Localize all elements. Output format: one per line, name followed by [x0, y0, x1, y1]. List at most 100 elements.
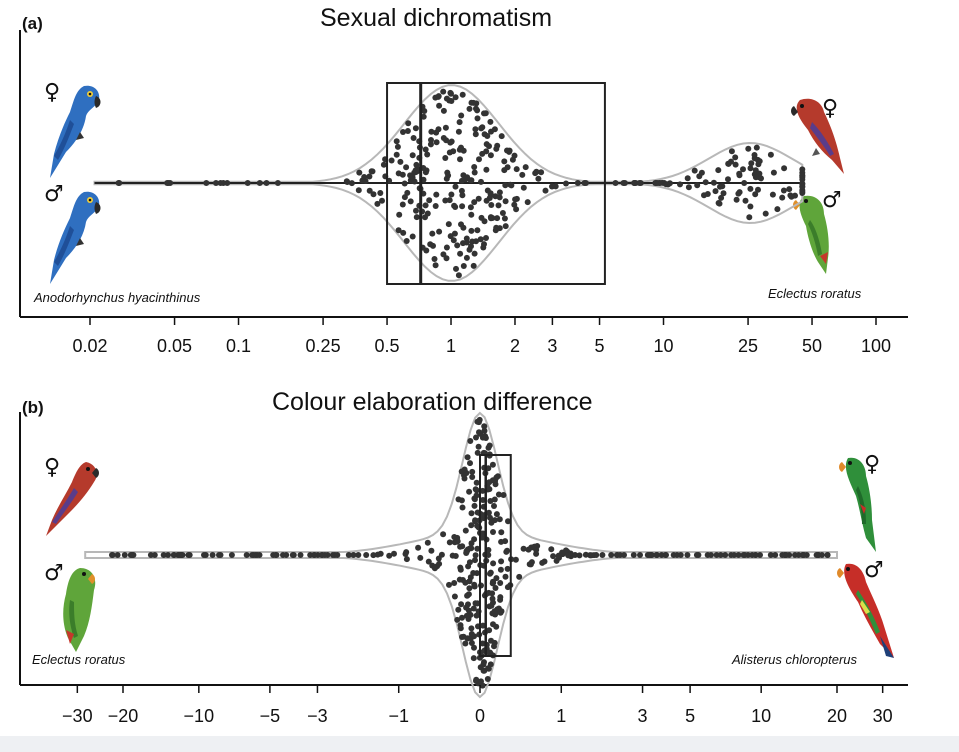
- data-point: [201, 552, 207, 558]
- x-tick-label: 2: [510, 336, 520, 356]
- data-point: [767, 151, 774, 158]
- data-point: [472, 131, 479, 138]
- x-tick-label: 25: [738, 336, 758, 356]
- data-point: [483, 235, 489, 241]
- data-point: [732, 161, 739, 168]
- data-point: [497, 566, 504, 573]
- data-point: [466, 488, 473, 495]
- data-point: [410, 135, 417, 141]
- data-point: [399, 171, 406, 178]
- data-point: [491, 126, 498, 133]
- data-point: [479, 487, 486, 494]
- data-point: [752, 191, 759, 198]
- data-point: [491, 608, 498, 615]
- data-point: [542, 187, 549, 194]
- data-point: [409, 152, 416, 159]
- data-point: [502, 223, 509, 230]
- data-point: [663, 552, 669, 558]
- data-point: [460, 263, 467, 269]
- data-point: [742, 197, 749, 204]
- data-point: [717, 552, 724, 558]
- data-point: [409, 174, 416, 181]
- data-point: [424, 539, 431, 546]
- data-point: [486, 479, 493, 486]
- data-point: [512, 556, 519, 563]
- data-point: [491, 496, 498, 503]
- data-point: [481, 241, 487, 248]
- data-point: [481, 427, 488, 434]
- data-point: [401, 180, 408, 187]
- data-point: [496, 194, 503, 201]
- x-tick-label: 3: [547, 336, 557, 356]
- female-symbol-icon: ♀: [44, 80, 61, 105]
- data-point: [559, 550, 566, 557]
- data-point: [413, 214, 420, 221]
- data-point: [746, 214, 753, 221]
- data-point: [427, 141, 434, 148]
- data-point: [469, 474, 476, 480]
- data-point: [412, 125, 419, 132]
- data-point: [767, 552, 774, 558]
- data-point: [486, 195, 493, 201]
- data-point: [496, 516, 503, 523]
- data-point: [474, 545, 481, 552]
- data-point: [209, 552, 216, 558]
- data-point: [503, 548, 510, 555]
- data-point: [467, 460, 473, 467]
- data-point: [770, 169, 777, 176]
- data-point: [203, 180, 210, 186]
- data-point: [458, 112, 465, 119]
- page-footer-bar: [0, 736, 959, 752]
- data-point: [492, 585, 499, 591]
- data-point: [468, 243, 474, 250]
- data-point: [735, 552, 742, 558]
- data-point: [464, 454, 471, 461]
- data-point: [762, 210, 769, 217]
- data-point: [779, 194, 786, 201]
- data-point: [512, 196, 519, 203]
- data-point: [498, 529, 505, 536]
- data-point: [475, 195, 482, 202]
- data-point: [481, 423, 488, 430]
- alisterus-female-icon: [839, 457, 876, 552]
- data-point: [170, 552, 177, 558]
- data-point: [423, 247, 430, 254]
- data-point: [725, 176, 731, 183]
- data-point: [466, 105, 473, 112]
- x-tick-label: 1: [446, 336, 456, 356]
- data-point: [396, 211, 403, 218]
- data-point: [745, 145, 752, 152]
- data-point: [757, 552, 763, 558]
- eclectus-male-icon: [793, 195, 829, 274]
- data-point: [468, 640, 475, 646]
- data-point: [433, 191, 440, 198]
- data-point: [728, 552, 735, 558]
- data-point: [363, 552, 370, 558]
- data-point: [460, 147, 467, 154]
- data-point: [713, 552, 720, 558]
- violin-outline: [93, 84, 804, 282]
- data-point: [499, 210, 506, 216]
- data-point: [438, 551, 445, 558]
- x-tick-label: −10: [184, 706, 215, 726]
- data-point: [456, 119, 463, 126]
- data-point: [459, 614, 465, 621]
- box-iqr: [479, 454, 512, 657]
- data-point: [722, 552, 729, 558]
- panel-b: −30 −20 −10 −5 −3 −1 0 1 3 5 10 20 30: [19, 411, 908, 726]
- data-point: [769, 191, 776, 198]
- data-point: [473, 238, 479, 245]
- data-point: [795, 552, 802, 558]
- data-point: [470, 605, 477, 612]
- data-point: [781, 165, 788, 172]
- data-point: [366, 187, 373, 194]
- data-point: [457, 156, 463, 163]
- panel-b-right-species: Alisterus chloropterus: [732, 652, 857, 667]
- data-point: [297, 552, 304, 558]
- data-point: [465, 635, 471, 642]
- data-point: [394, 143, 401, 150]
- data-point: [504, 565, 511, 572]
- data-point: [747, 203, 754, 210]
- data-point: [468, 522, 475, 529]
- panel-a: 0.02 0.05 0.1 0.25 0.5 1 2 3 5 10 25 50 100: [19, 30, 908, 356]
